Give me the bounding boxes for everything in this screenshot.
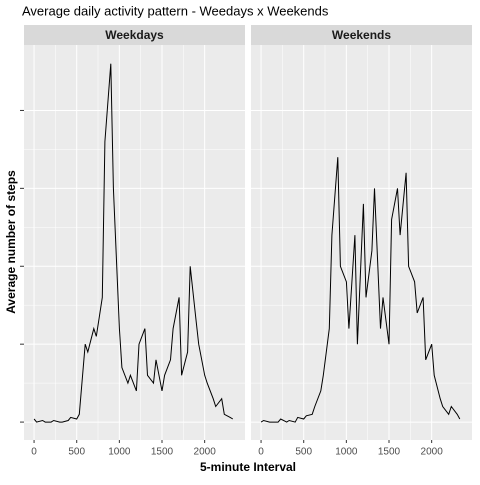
strip [24,25,245,45]
panel [24,45,245,440]
chart-title: Average daily activity pattern - Weedays… [22,3,329,18]
line [33,63,234,423]
x-tick-label: 1500 [378,447,401,458]
x-tick-label: 1500 [151,447,174,458]
x-tick-label: 2000 [194,447,217,458]
x-tick-label: 500 [68,447,85,458]
strip-label: Weekends [332,28,391,42]
x-tick-label: 1000 [335,447,358,458]
x-tick-label: 0 [258,447,264,458]
x-tick-label: 2000 [421,447,444,458]
x-tick-label: 0 [31,447,37,458]
y-axis-label: Average number of steps [4,170,18,314]
x-tick-label: 500 [295,447,312,458]
x-tick-label: 1000 [108,447,131,458]
line [260,157,461,423]
strip [251,25,472,45]
x-axis-label: 5-minute Interval [200,460,296,474]
strip-label: Weekdays [105,28,164,42]
